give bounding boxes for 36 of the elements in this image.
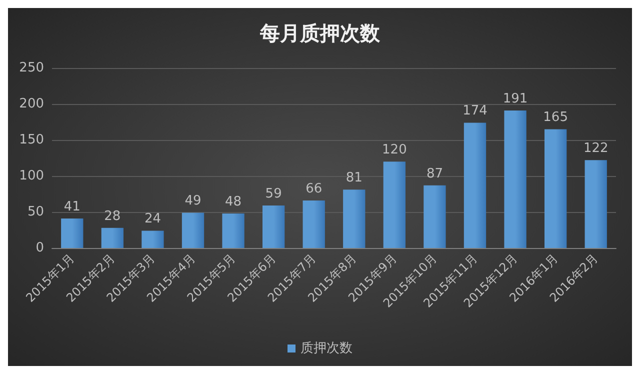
bar bbox=[222, 213, 244, 248]
bar bbox=[383, 162, 406, 248]
y-tick-label: 50 bbox=[27, 204, 44, 220]
y-tick-label: 0 bbox=[36, 240, 44, 256]
y-tick-label: 100 bbox=[19, 168, 44, 184]
data-label: 191 bbox=[502, 91, 528, 106]
bar bbox=[464, 122, 486, 248]
chart-title: 每月质押次数 bbox=[259, 21, 381, 45]
bar bbox=[584, 160, 607, 248]
data-label: 24 bbox=[144, 212, 161, 227]
data-label: 122 bbox=[583, 141, 608, 156]
data-label: 48 bbox=[225, 194, 242, 210]
bar bbox=[182, 212, 204, 248]
y-tick-label: 150 bbox=[19, 132, 44, 148]
bar bbox=[262, 206, 285, 248]
bar bbox=[544, 129, 567, 248]
legend-label: 质押次数 bbox=[300, 341, 352, 356]
data-label: 28 bbox=[104, 208, 121, 224]
data-label: 87 bbox=[426, 166, 443, 182]
data-label: 120 bbox=[382, 142, 407, 158]
data-label: 59 bbox=[265, 186, 282, 202]
y-tick-label: 250 bbox=[19, 60, 44, 76]
bar bbox=[101, 228, 124, 248]
bar bbox=[61, 218, 84, 248]
bar bbox=[302, 200, 325, 248]
data-label: 41 bbox=[64, 199, 80, 214]
bar bbox=[424, 185, 446, 248]
y-tick-label: 200 bbox=[19, 96, 44, 112]
data-label: 165 bbox=[543, 110, 568, 126]
bar bbox=[504, 110, 526, 248]
data-label: 81 bbox=[346, 170, 362, 186]
bar bbox=[142, 230, 164, 248]
bar bbox=[343, 190, 366, 248]
data-label: 49 bbox=[184, 194, 202, 209]
data-label: 66 bbox=[306, 181, 322, 196]
data-label: 174 bbox=[462, 104, 488, 119]
